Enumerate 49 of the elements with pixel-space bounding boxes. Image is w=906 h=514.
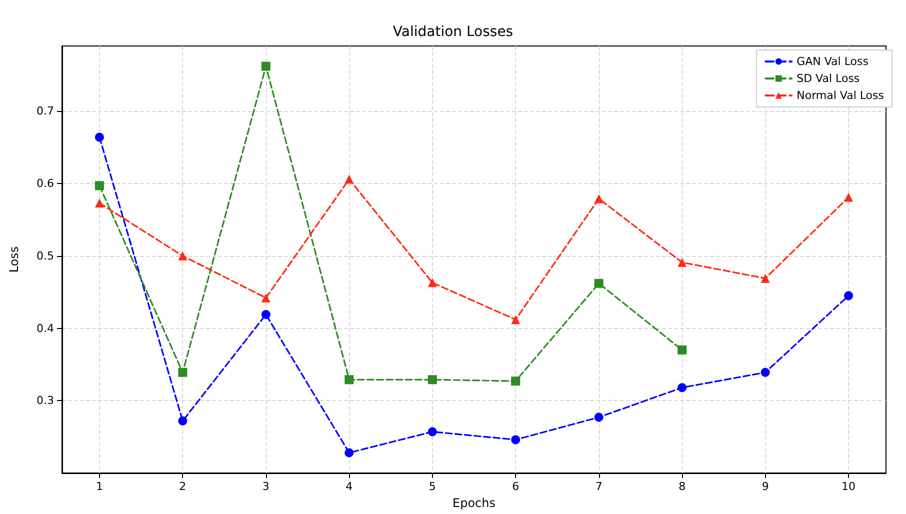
x-tick-label: 7 [595,480,602,493]
point [511,435,520,444]
point [760,368,770,377]
point [344,448,354,458]
point [94,181,104,190]
x-tick-label: 10 [842,480,856,493]
legend-label: GAN Val Loss [796,55,869,68]
point [344,375,354,384]
x-tick-label: 4 [346,480,353,493]
point [678,383,687,392]
point [594,194,604,204]
legend-label: SD Val Loss [796,72,860,85]
point [594,278,604,288]
point [594,412,604,422]
chart-title: Validation Losses [392,24,514,40]
point [844,192,854,202]
x-tick-label: 5 [428,480,436,493]
x-tick-label: 6 [512,480,520,493]
point [678,258,687,267]
x-tick-label: 2 [179,480,186,493]
point [178,416,188,426]
point [428,427,437,436]
point [261,310,270,319]
point [428,278,437,288]
point [261,293,270,302]
point [344,174,354,184]
point [178,251,188,260]
y-tick-label: 0.4 [36,322,54,335]
point [511,315,520,324]
point [261,62,270,71]
y-tick-label: 0.3 [36,394,54,408]
point [178,368,188,377]
y-tick-label: 0.5 [36,249,54,262]
point [94,198,104,208]
y-tick-label: 0.7 [36,104,54,118]
x-tick-label: 9 [762,480,769,493]
y-tick-label: 0.6 [36,177,54,190]
x-tick-label: 3 [262,480,270,493]
point [678,345,687,354]
x-tick-label: 8 [678,480,686,493]
x-tick-label: 1 [96,480,103,493]
y-axis-title: Loss [7,246,21,273]
point [94,132,104,142]
point [844,291,854,300]
point [760,274,770,283]
point [428,375,437,384]
x-axis-title: Epochs [452,496,496,510]
legend-label: Normal Val Loss [796,89,884,102]
point [511,376,520,386]
